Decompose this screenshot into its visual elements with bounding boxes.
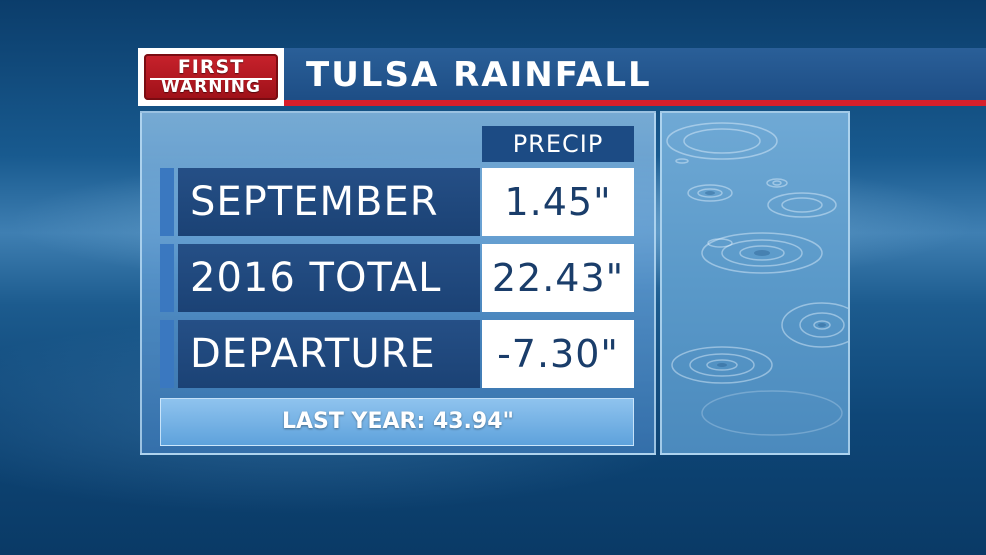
first-warning-logo: FIRST WARNING bbox=[138, 48, 284, 106]
last-year-bar: LAST YEAR: 43.94" bbox=[160, 398, 634, 446]
row-value: 1.45" bbox=[504, 180, 612, 224]
precip-column-header: PRECIP bbox=[482, 126, 634, 162]
rain-ripples-image bbox=[660, 111, 850, 455]
row-label: DEPARTURE bbox=[190, 331, 436, 377]
page-title: TULSA RAINFALL bbox=[306, 55, 652, 95]
header-red-line bbox=[138, 100, 986, 106]
ripples-icon bbox=[666, 122, 848, 436]
row-label: SEPTEMBER bbox=[190, 179, 439, 225]
logo-line-first: FIRST bbox=[177, 56, 245, 78]
row-label: 2016 TOTAL bbox=[190, 255, 442, 301]
table-row-departure: DEPARTURE -7.30" bbox=[160, 320, 634, 388]
table-row-september: SEPTEMBER 1.45" bbox=[160, 168, 634, 236]
logo-line-warning: WARNING bbox=[161, 77, 261, 97]
row-value: 22.43" bbox=[491, 256, 625, 300]
row-value: -7.30" bbox=[497, 332, 619, 376]
last-year-text: LAST YEAR: 43.94" bbox=[282, 409, 514, 434]
table-row-2016-total: 2016 TOTAL 22.43" bbox=[160, 244, 634, 312]
